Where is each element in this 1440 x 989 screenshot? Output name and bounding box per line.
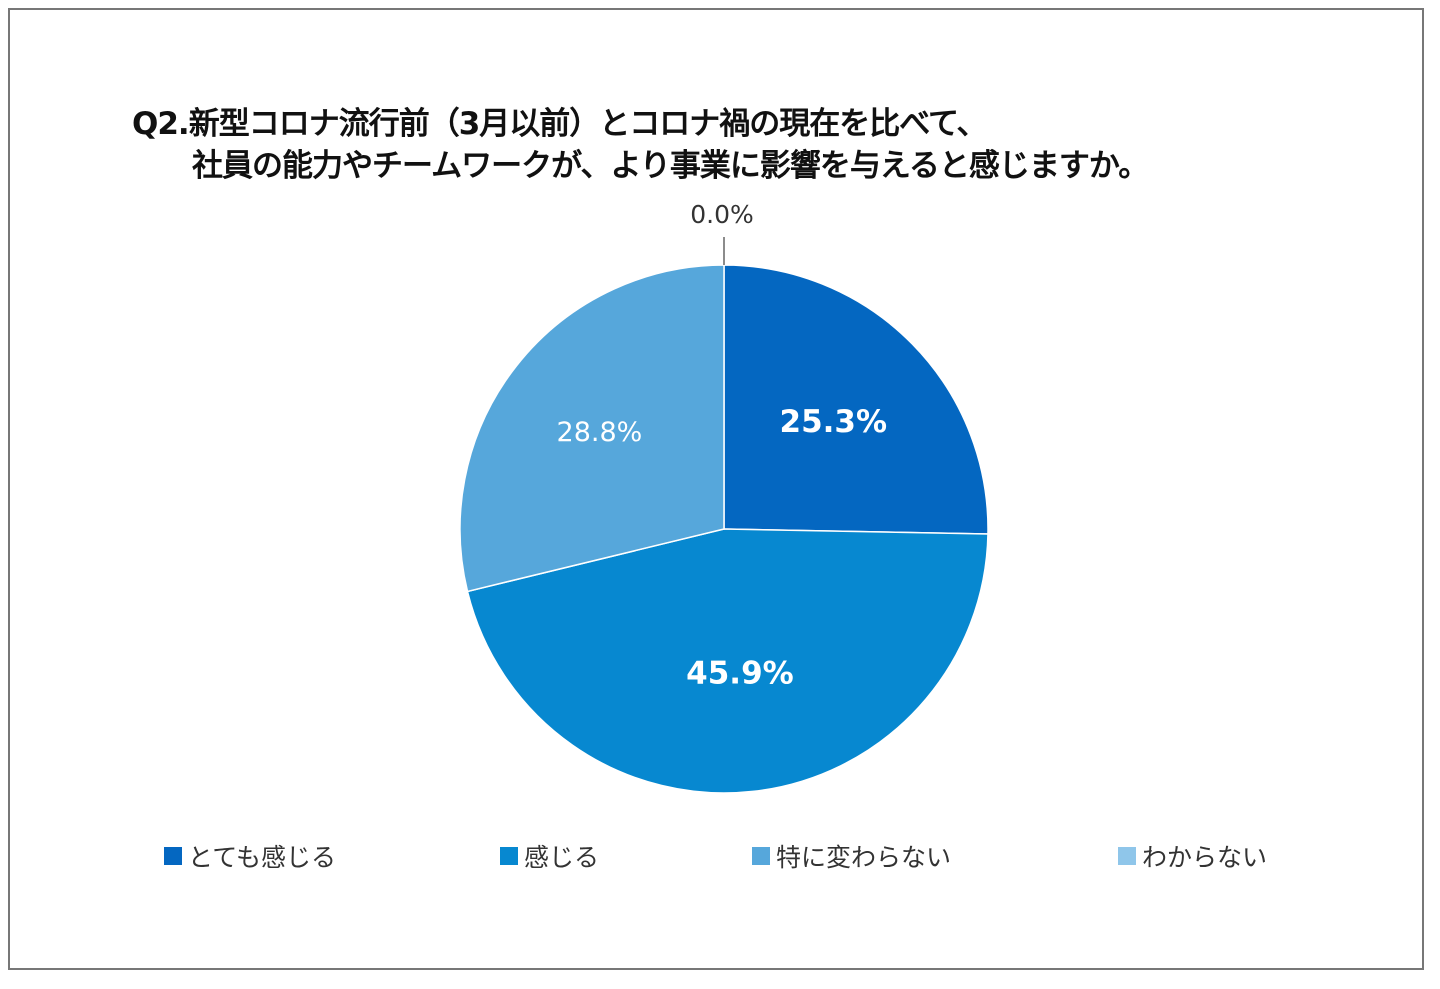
- legend-item-0: とても感じる: [164, 838, 336, 874]
- pie-slice-2: [459, 264, 725, 593]
- pie-slice-0: [723, 264, 989, 535]
- data-label-3: 0.0%: [690, 200, 754, 229]
- legend-label: とても感じる: [188, 843, 337, 872]
- chart-title-line-2: 社員の能力やチームワークが、より事業に影響を与えると感じますか。: [192, 148, 1149, 184]
- legend-swatch: [164, 847, 182, 865]
- legend-item-2: 特に変わらない: [752, 838, 951, 874]
- legend-swatch: [752, 847, 770, 865]
- legend-label: わからない: [1142, 843, 1268, 872]
- legend-item-1: 感じる: [500, 838, 599, 874]
- legend-swatch: [500, 847, 518, 865]
- data-label-0: 25.3%: [780, 404, 888, 440]
- chart-frame: [8, 8, 1424, 970]
- chart-title-line-1: Q2.新型コロナ流行前（3月以前）とコロナ禍の現在を比べて、: [132, 106, 987, 142]
- legend-label: 感じる: [524, 843, 600, 872]
- pie-slice-1: [466, 528, 989, 794]
- data-label-2: 28.8%: [557, 417, 643, 448]
- legend-label: 特に変わらない: [776, 843, 952, 872]
- data-label-1: 45.9%: [686, 655, 794, 691]
- legend-item-3: わからない: [1118, 838, 1267, 874]
- legend-swatch: [1118, 847, 1136, 865]
